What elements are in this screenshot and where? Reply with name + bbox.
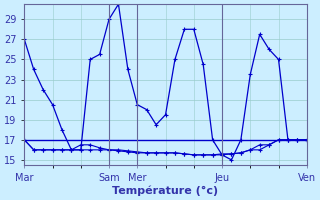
X-axis label: Température (°c): Température (°c)	[112, 185, 219, 196]
